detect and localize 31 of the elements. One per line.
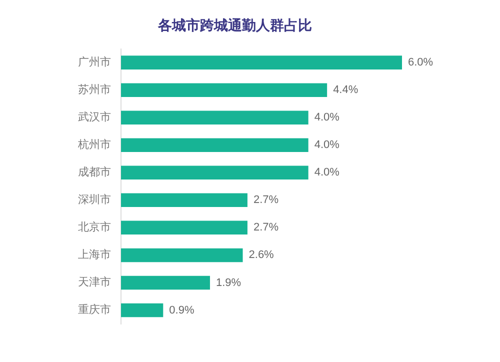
y-tick-label: 广州市 — [78, 55, 111, 68]
data-label: 2.7% — [253, 194, 279, 206]
data-label: 6.0% — [408, 56, 434, 69]
bar — [121, 138, 308, 152]
bar — [121, 276, 210, 290]
y-tick-label: 杭州市 — [77, 138, 111, 151]
data-label: 4.0% — [314, 112, 340, 124]
bar — [121, 56, 402, 70]
bar — [121, 193, 248, 208]
chart-title: 各城市跨城通勤人群占比 — [157, 17, 312, 34]
y-tick-label: 武汉市 — [78, 110, 111, 124]
bar — [121, 166, 308, 180]
bar — [121, 303, 164, 318]
bar — [121, 248, 243, 262]
data-label: 4.0% — [314, 166, 340, 179]
data-label: 1.9% — [216, 276, 242, 289]
data-label: 2.6% — [248, 249, 274, 262]
y-tick-label: 上海市 — [78, 248, 111, 262]
data-label: 2.7% — [253, 222, 279, 234]
bar — [121, 220, 248, 235]
data-label: 4.4% — [333, 84, 358, 96]
data-label: 0.9% — [169, 304, 194, 316]
y-tick-label: 成都市 — [78, 166, 111, 178]
data-label: 4.0% — [314, 139, 340, 152]
y-tick-label: 深圳市 — [78, 193, 111, 206]
y-tick-label: 天津市 — [78, 276, 111, 289]
bar — [121, 83, 328, 97]
bar — [121, 110, 308, 124]
y-tick-label: 苏州市 — [78, 82, 111, 96]
y-tick-label: 重庆市 — [78, 303, 111, 316]
y-tick-label: 北京市 — [78, 220, 111, 234]
